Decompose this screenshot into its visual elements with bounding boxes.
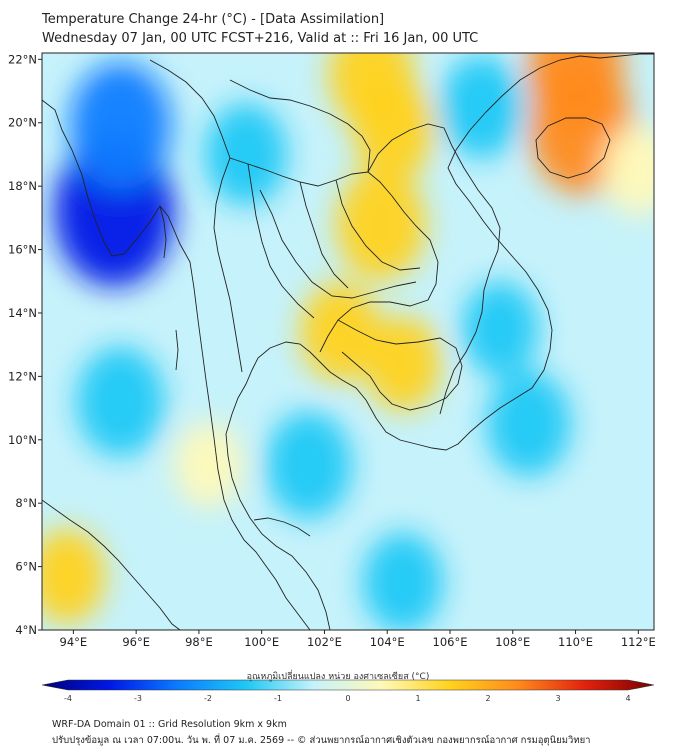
anomaly-cold-vietnam-north — [440, 55, 523, 159]
anomaly-warm-cambodia — [364, 316, 441, 412]
colorbar-tick-label: 0 — [345, 694, 350, 703]
anomaly-cold-myanmar-north — [69, 62, 172, 190]
colorbar-tick-label: 4 — [625, 694, 630, 703]
malaysia-border — [253, 517, 311, 537]
mainland-coastline — [42, 99, 311, 630]
china-border — [229, 79, 371, 173]
lon-label: 112°E — [621, 635, 656, 649]
cambodia-border — [337, 319, 463, 411]
lat-label: 6°N — [15, 560, 37, 574]
colorbar-bar — [41, 679, 655, 691]
latitude-axis: 22°N 20°N 18°N 16°N 14°N 12°N 10°N 8°N 6°N 4°N — [8, 52, 42, 637]
lat-label: 10°N — [8, 433, 37, 447]
anomaly-cold-andaman-sea — [76, 346, 165, 457]
lat-label: 18°N — [8, 179, 37, 193]
andaman-islands — [159, 205, 179, 371]
lat-label: 22°N — [8, 52, 37, 66]
colorbar-tick-label: 2 — [485, 694, 490, 703]
colorbar-label: อุณหภูมิเปลี่ยนแปลง หน่วย องศาเซลเซียส (… — [246, 672, 430, 682]
lon-label: 102°E — [307, 635, 342, 649]
lon-label: 104°E — [370, 635, 405, 649]
province-lines-4 — [247, 163, 315, 319]
map-frame — [41, 52, 655, 631]
anomaly-cold-vietnam-south — [462, 281, 539, 377]
lon-label: 110°E — [558, 635, 593, 649]
anomaly-cold-malaysia — [362, 532, 443, 630]
footer-credit: ปรับปรุงข้อมูล ณ เวลา 07:00น. วัน พ. ที่… — [52, 735, 591, 746]
lon-label: 98°E — [185, 635, 213, 649]
lat-label: 16°N — [8, 243, 37, 257]
colorbar-tick-label: -4 — [64, 694, 72, 703]
myanmar-thailand-border — [213, 157, 243, 373]
east-peninsula-coast — [225, 53, 654, 630]
anomaly-warm-andaman-east — [174, 422, 243, 508]
lon-label: 100°E — [244, 635, 279, 649]
map-title: Temperature Change 24-hr (°C) - [Data As… — [42, 12, 385, 27]
anomaly-warm-west-sumatra — [42, 528, 106, 624]
map-subtitle: Wednesday 07 Jan, 00 UTC FCST+216, Valid… — [42, 31, 479, 46]
longitude-axis: 94°E 96°E 98°E 100°E 102°E 104°E 106°E 108°E 110… — [60, 630, 656, 649]
anomaly-warm-upper-laos — [328, 53, 415, 129]
colorbar-tick-label: 1 — [415, 694, 420, 703]
anomaly-cold-gulf-thailand — [265, 411, 352, 519]
thailand-border — [229, 157, 439, 353]
lon-label: 94°E — [60, 635, 88, 649]
colorbar-tick-label: -1 — [274, 694, 282, 703]
anomaly-warm-central-thailand — [300, 281, 381, 382]
anomaly-warm-gulf-tonkin — [527, 53, 624, 129]
lon-label: 96°E — [122, 635, 150, 649]
lat-label: 4°N — [15, 623, 37, 637]
hainan-coast — [535, 117, 611, 179]
laos-vietnam-border — [367, 123, 501, 415]
colorbar-tick-label: -2 — [204, 694, 212, 703]
anomaly-cold-south-china-sea — [486, 371, 571, 477]
lat-label: 12°N — [8, 369, 37, 383]
anomaly-warm-south-china — [602, 125, 654, 216]
colorbar-tick-label: 3 — [555, 694, 560, 703]
lat-label: 20°N — [8, 116, 37, 130]
lat-label: 8°N — [15, 496, 37, 510]
colorbar: -4 -3 -2 -1 0 1 2 3 4 — [41, 679, 655, 703]
footer-model-info: WRF-DA Domain 01 :: Grid Resolution 9km … — [52, 719, 287, 730]
lon-label: 108°E — [495, 635, 530, 649]
myanmar-north-border — [149, 59, 231, 159]
lat-label: 14°N — [8, 306, 37, 320]
colorbar-tick-label: -3 — [134, 694, 142, 703]
coastlines-and-borders — [42, 53, 654, 630]
anomaly-cold-northern-thailand — [205, 103, 287, 206]
lon-label: 106°E — [433, 635, 468, 649]
province-lines-1 — [259, 189, 417, 299]
sumatra-coast — [42, 499, 181, 630]
anomaly-warm-northeast-thailand-laos — [335, 167, 426, 281]
temperature-field — [42, 53, 654, 630]
province-lines-2 — [299, 181, 349, 289]
province-lines-3 — [335, 179, 421, 271]
